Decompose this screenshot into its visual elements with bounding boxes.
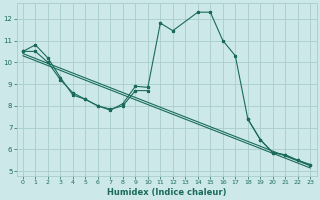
X-axis label: Humidex (Indice chaleur): Humidex (Indice chaleur) <box>107 188 226 197</box>
